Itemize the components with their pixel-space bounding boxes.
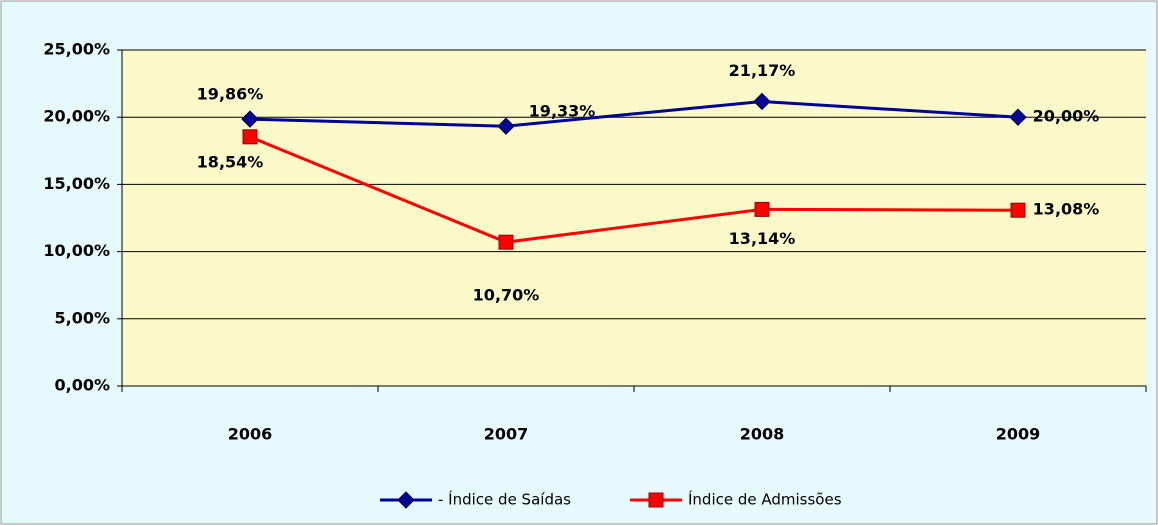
data-label: 21,17% <box>729 61 796 80</box>
point-marker <box>241 110 259 128</box>
data-label: 19,86% <box>197 85 264 104</box>
x-tick-label: 2009 <box>996 425 1041 444</box>
point-marker <box>498 234 514 250</box>
plot-area <box>122 50 1146 386</box>
y-tick-label: 0,00% <box>54 376 110 395</box>
point-marker <box>1009 108 1027 126</box>
x-tick-label: 2008 <box>740 425 785 444</box>
legend-label: - Índice de Saídas <box>438 490 571 509</box>
y-tick-label: 10,00% <box>43 241 110 260</box>
data-label: 10,70% <box>473 286 540 305</box>
point-marker <box>242 129 258 145</box>
legend-marker <box>648 492 664 508</box>
data-label: 13,14% <box>729 229 796 248</box>
y-tick-label: 15,00% <box>43 174 110 193</box>
y-tick-label: 5,00% <box>54 308 110 327</box>
legend-marker <box>397 491 415 509</box>
x-tick-label: 2007 <box>484 425 529 444</box>
data-label: 19,33% <box>529 102 596 121</box>
point-marker <box>497 117 515 135</box>
legend-label: Índice de Admissões <box>688 490 842 509</box>
point-marker <box>754 201 770 217</box>
data-label: 13,08% <box>1033 200 1100 219</box>
point-marker <box>1010 202 1026 218</box>
data-label: 20,00% <box>1033 107 1100 126</box>
series-line <box>249 99 1019 128</box>
data-label: 18,54% <box>197 152 264 171</box>
series-line <box>249 135 1019 244</box>
y-tick-label: 25,00% <box>43 40 110 59</box>
x-tick-label: 2006 <box>228 425 273 444</box>
point-marker <box>753 92 771 111</box>
y-tick-label: 20,00% <box>43 107 110 126</box>
